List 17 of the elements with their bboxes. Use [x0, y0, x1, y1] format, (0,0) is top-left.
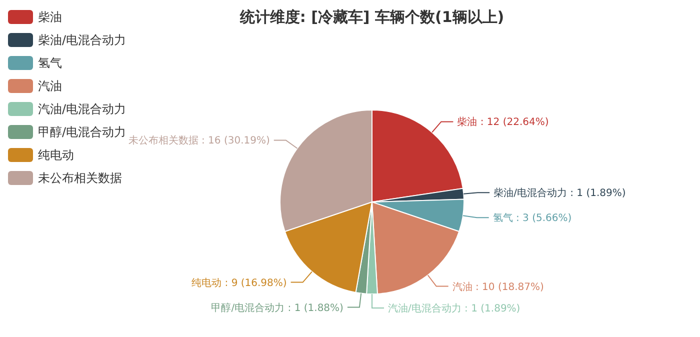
legend-label: 柴油: [38, 10, 62, 24]
category-label: 纯电动 : 9 (16.98%): [192, 278, 287, 289]
legend-label: 氢气: [38, 56, 62, 70]
category-label: 甲醇/电混合动力 : 1 (1.88%): [211, 302, 344, 314]
legend-label: 未公布相关数据: [38, 171, 122, 186]
category-label: 汽油/电混合动力 : 1 (1.89%): [388, 304, 520, 314]
legend-label: 汽油/电混合动力: [38, 102, 126, 116]
legend-label: 甲醇/电混合动力: [38, 125, 126, 140]
legend-label: 汽油: [38, 79, 62, 94]
category-label: 未公布相关数据 : 16 (30.19%): [128, 136, 270, 147]
legend-label: 柴油/电混合动力: [38, 33, 126, 48]
legend-label: 纯电动: [38, 148, 74, 162]
category-label: 柴油/电混合动力 : 1 (1.89%): [494, 188, 626, 200]
chart-title: 统计维度: [冷藏车] 车辆个数(1辆以上): [238, 8, 504, 26]
category-label: 汽油 : 10 (18.87%): [452, 282, 544, 293]
category-label: 柴油 : 12 (22.64%): [457, 117, 549, 128]
category-label: 氢气 : 3 (5.66%): [492, 213, 572, 224]
